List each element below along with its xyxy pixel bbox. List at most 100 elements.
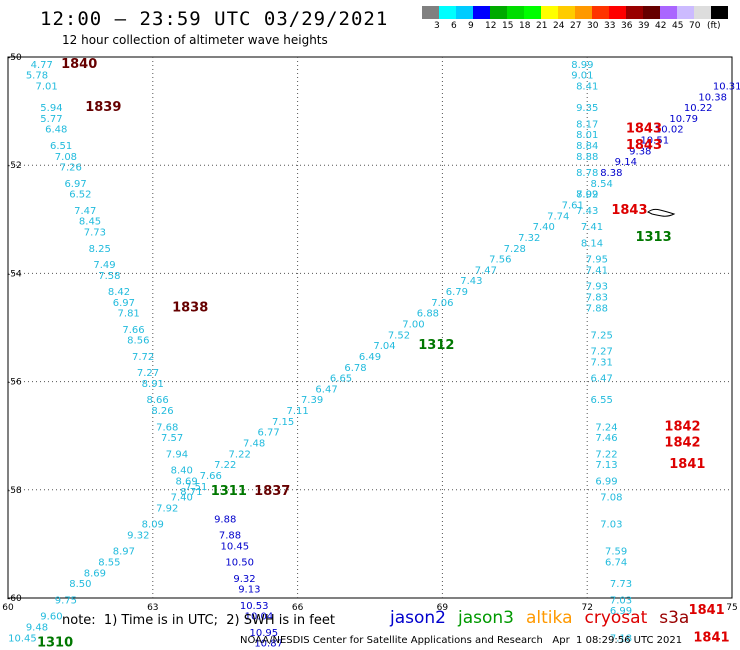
page-title: 12:00 — 23:59 UTC 03/29/2021 (40, 8, 389, 30)
wave-height-value: 10.02 (655, 125, 684, 136)
wave-height-value: 7.88 (586, 303, 608, 314)
pass-label: 1841 (693, 630, 729, 645)
wave-height-value: 7.56 (489, 255, 511, 266)
lat-tick-label: -50 (7, 53, 22, 63)
legend-tick: 42 (655, 21, 667, 31)
wave-height-value: 7.25 (591, 330, 613, 341)
wave-height-value: 8.78 (576, 168, 598, 179)
wave-height-value: 7.01 (35, 81, 57, 92)
legend-swatch (711, 6, 728, 19)
wave-height-value: 10.51 (640, 136, 669, 147)
lat-tick-label: -58 (7, 486, 22, 496)
pass-label: 1843 (626, 122, 662, 137)
wave-height-value: 8.91 (142, 379, 164, 390)
wave-height-value: 8.17 (576, 119, 598, 130)
wave-height-value: 7.59 (605, 547, 627, 558)
wave-height-value: 7.81 (118, 309, 140, 320)
wave-height-value: 10.50 (225, 558, 254, 569)
wave-height-value: 7.00 (402, 320, 424, 331)
wave-height-value: 7.11 (286, 406, 308, 417)
wave-height-value: 7.40 (533, 222, 555, 233)
wave-height-value: 7.43 (576, 206, 598, 217)
pass-label: 1839 (85, 100, 121, 115)
pass-label: 1838 (172, 300, 208, 315)
wave-height-value: 8.66 (146, 395, 168, 406)
wave-height-value: 7.22 (214, 460, 236, 471)
wave-height-value: 7.47 (74, 206, 96, 217)
satellite-legend-jason3: jason3 (458, 608, 514, 628)
wave-height-value: 8.25 (89, 244, 111, 255)
wave-height-value: 6.47 (591, 374, 613, 385)
wave-height-value: 6.65 (330, 374, 352, 385)
legend-swatch (490, 6, 507, 19)
wave-height-value: 10.87 (254, 639, 283, 650)
color-legend (422, 6, 728, 19)
satellite-legend: jason2 jason3 altika cryosat s3a (390, 608, 701, 628)
wave-height-value: 8.54 (591, 179, 613, 190)
wave-height-value: 7.03 (600, 520, 622, 531)
wave-height-value: 7.73 (84, 228, 106, 239)
wave-height-value: 5.77 (40, 114, 62, 125)
satellite-legend-altika: altika (526, 608, 573, 628)
satellite-legend-s3a: s3a (659, 608, 690, 628)
wave-height-value: 6.77 (258, 428, 280, 439)
wave-height-value: 8.99 (571, 60, 593, 71)
wave-height-value: 6.88 (417, 309, 439, 320)
wave-height-value: 6.78 (344, 363, 366, 374)
wave-height-value: 9.35 (576, 103, 598, 114)
legend-tick: 6 (451, 21, 457, 31)
wave-height-value: 7.66 (122, 325, 144, 336)
wave-height-value: 5.94 (40, 103, 62, 114)
wave-height-value: 7.52 (388, 330, 410, 341)
wave-height-value: 8.50 (69, 579, 91, 590)
legend-swatch (592, 6, 609, 19)
pass-label: 1842 (664, 436, 700, 451)
wave-height-value: 8.84 (576, 141, 598, 152)
footer-credit: NOAA/NESDIS Center for Satellite Applica… (240, 635, 683, 646)
wave-height-value: 9.88 (214, 514, 236, 525)
wave-height-value: 7.74 (547, 211, 569, 222)
wave-height-value: 8.09 (142, 520, 164, 531)
legend-tick: 15 (502, 21, 514, 31)
wave-height-value: 10.38 (698, 92, 727, 103)
wave-height-value: 7.92 (156, 503, 178, 514)
legend-swatch (541, 6, 558, 19)
wave-height-value: 10.45 (221, 541, 250, 552)
wave-height-value: 7.94 (166, 449, 188, 460)
wave-height-value: 10.79 (669, 114, 698, 125)
lon-tick-label: 75 (726, 603, 737, 613)
wave-height-value: 7.68 (156, 422, 178, 433)
wave-height-value: 7.22 (595, 449, 617, 460)
legend-tick: 18 (519, 21, 531, 31)
wave-height-value: 7.83 (586, 292, 608, 303)
lon-tick-label: 72 (581, 603, 592, 613)
pass-label: 1843 (626, 138, 662, 153)
wave-height-value: 10.22 (684, 103, 713, 114)
legend-swatch (524, 6, 541, 19)
wave-height-value: 8.40 (171, 466, 193, 477)
wave-height-value: 7.93 (586, 282, 608, 293)
wave-height-value: 7.03 (610, 595, 632, 606)
pass-label: 1843 (611, 203, 647, 218)
legend-swatch (558, 6, 575, 19)
wave-height-value: 6.99 (595, 476, 617, 487)
wave-height-value: 10.95 (249, 628, 278, 639)
legend-swatch (575, 6, 592, 19)
wave-height-value: 9.60 (40, 612, 62, 623)
wave-height-value: 8.14 (581, 238, 603, 249)
pass-label: 1837 (254, 484, 290, 499)
wave-height-value: 7.72 (132, 352, 154, 363)
wave-height-value: 7.13 (595, 460, 617, 471)
wave-height-value: 8.42 (108, 287, 130, 298)
legend-swatch (660, 6, 677, 19)
wave-height-value: 6.97 (113, 298, 135, 309)
wave-height-value: 9.75 (55, 595, 77, 606)
wave-height-value: 7.04 (373, 341, 395, 352)
legend-tick: 45 (672, 21, 684, 31)
wave-height-value: 8.69 (175, 476, 197, 487)
wave-height-value: 4.77 (31, 60, 53, 71)
wave-height-value: 8.97 (113, 547, 135, 558)
wave-height-value: 7.48 (243, 439, 265, 450)
wave-height-value: 7.57 (161, 433, 183, 444)
wave-height-value: 10.45 (8, 633, 37, 644)
